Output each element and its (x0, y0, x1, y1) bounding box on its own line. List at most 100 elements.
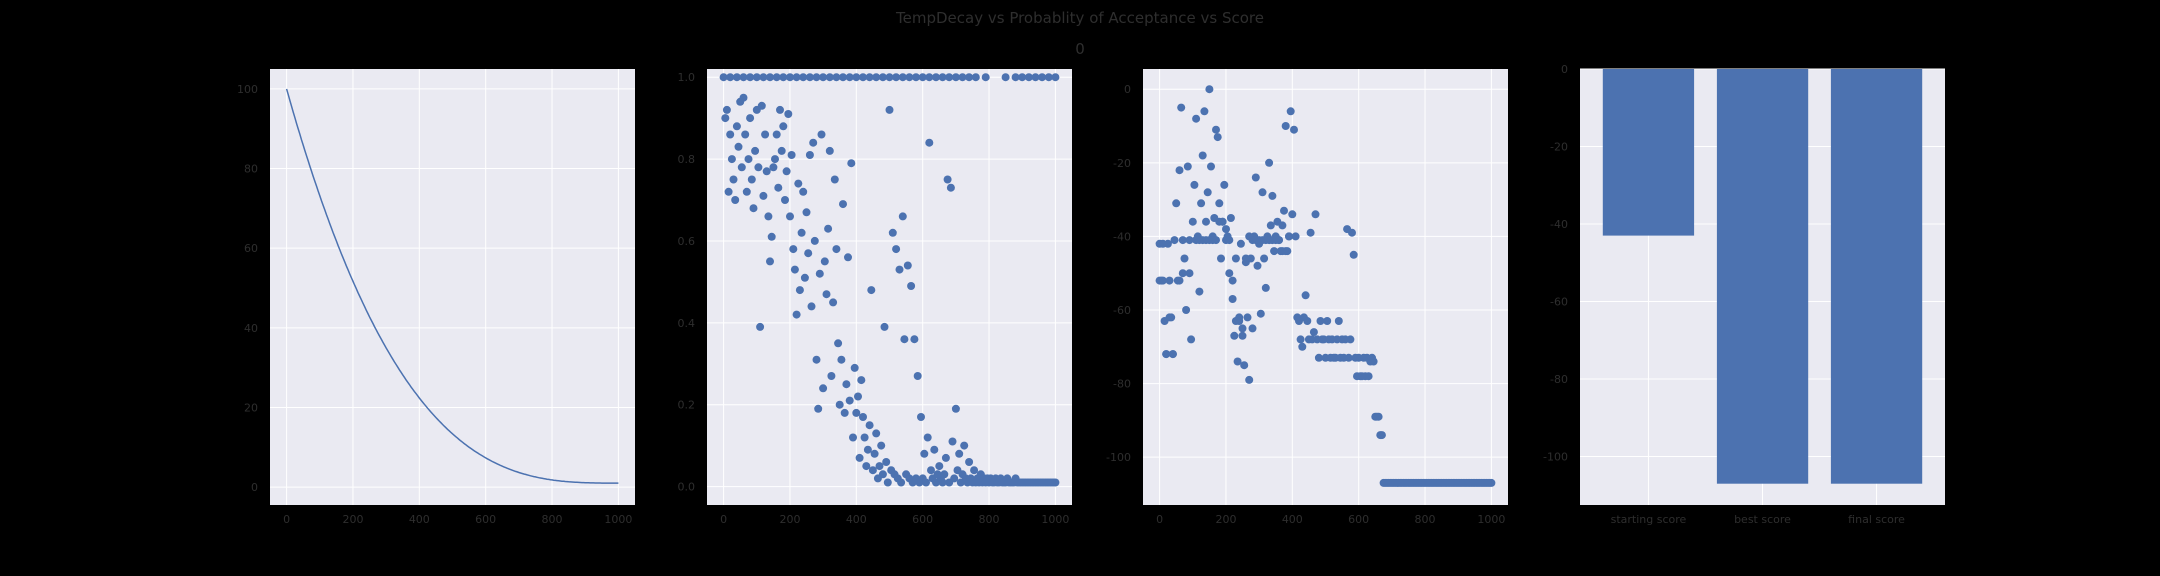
scatter-point (898, 212, 907, 221)
bar (1602, 69, 1695, 236)
scatter-point (1348, 228, 1356, 237)
y-tick-label: -60 (1550, 296, 1568, 309)
scatter-point (910, 335, 919, 344)
x-tick-label: 200 (1215, 513, 1236, 526)
scatter-point (1203, 188, 1212, 197)
scatter-point (822, 290, 831, 299)
scatter-point (1261, 283, 1270, 292)
scatter-point (948, 437, 957, 446)
plot-area-2 (1143, 69, 1508, 505)
scatter-point (825, 146, 834, 155)
scatter-point (799, 73, 808, 82)
scatter-point (772, 130, 781, 139)
scatter-point (746, 73, 755, 82)
scatter-point (752, 73, 761, 82)
scatter-point (1306, 228, 1315, 237)
scatter-point (913, 372, 922, 380)
scatter-point (1212, 125, 1220, 134)
scatter-point (1031, 73, 1040, 82)
scatter-point (1185, 236, 1194, 245)
scatter-point (854, 392, 862, 401)
scatter-point (1225, 269, 1234, 278)
scatter-point (918, 73, 927, 82)
scatter-point (1235, 317, 1244, 325)
scatter-point (1051, 73, 1060, 82)
scatter-point (781, 196, 789, 204)
scatter-point (832, 73, 841, 82)
scatter-point (790, 265, 799, 274)
x-tick-label: 800 (979, 513, 1000, 526)
scatter-point (1222, 225, 1230, 234)
scatter-point (789, 245, 798, 254)
scatter-point (815, 269, 824, 278)
scatter-point (1172, 199, 1181, 208)
scatter-point (829, 298, 838, 307)
scatter-point (741, 130, 750, 139)
scatter-point (850, 363, 859, 372)
x-tick-label: 0 (283, 513, 290, 526)
scatter-point (1344, 353, 1353, 362)
y-tick-label: 0.2 (678, 399, 696, 412)
scatter-point (903, 261, 912, 270)
y-tick-label: -80 (1550, 373, 1568, 386)
scatter-point (839, 73, 847, 82)
scatter-point (885, 73, 894, 82)
scatter-point (1281, 122, 1290, 130)
scatter-point (1038, 73, 1047, 82)
scatter-point (787, 151, 796, 159)
scatter-point (938, 478, 947, 487)
scatter-point (771, 155, 779, 164)
scatter-point (867, 286, 876, 295)
scatter-point (842, 380, 851, 389)
scatter-point (1024, 73, 1033, 82)
scatter-point (925, 138, 934, 147)
scatter-point (804, 249, 813, 258)
scatter-point (1290, 125, 1298, 134)
scatter-point (759, 73, 768, 82)
y-tick-label: -40 (1113, 230, 1131, 243)
scatter-point (1369, 357, 1378, 366)
scatter-point (824, 224, 833, 233)
scatter-point (845, 73, 854, 82)
y-tick-label: -20 (1550, 141, 1568, 154)
scatter-point (1270, 247, 1279, 256)
scatter-point (809, 138, 818, 147)
scatter-point (943, 175, 952, 184)
scatter-point (1202, 217, 1210, 226)
scatter-point (847, 159, 856, 168)
scatter-point (1296, 335, 1305, 344)
scatter-point (732, 122, 741, 131)
scatter-point (1334, 317, 1343, 325)
scatter-point (1217, 254, 1225, 263)
scatter-point (812, 73, 821, 82)
scatter-point (1051, 478, 1060, 487)
scatter-point (845, 396, 854, 405)
y-tick-label: 80 (244, 163, 258, 176)
acceptance-probability-scatter: 0.0 0.2 0.4 0.6 0.8 1.0 0 200 400 600 800 1000 (678, 69, 1072, 526)
scatter-point (1275, 236, 1283, 245)
scatter-point (960, 441, 969, 450)
scatter-point (757, 101, 766, 110)
scatter-point (1298, 342, 1307, 351)
y-tick-label: 100 (237, 83, 258, 96)
scatter-point (835, 400, 844, 409)
scatter-point (1187, 335, 1196, 344)
scatter-point (1226, 214, 1235, 222)
scatter-point (1268, 191, 1277, 200)
scatter-point (1285, 232, 1293, 241)
scatter-point (923, 433, 932, 442)
scatter-point (1377, 431, 1386, 440)
scatter-point (777, 146, 786, 155)
scatter-point (1278, 221, 1287, 230)
scatter-point (721, 114, 730, 123)
scatter-point (840, 408, 849, 417)
scatter-point (1240, 361, 1249, 370)
x-tick-label: 400 (1282, 513, 1303, 526)
scatter-point (862, 462, 871, 471)
scatter-point (786, 212, 794, 221)
scatter-point (900, 335, 909, 344)
scatter-point (1011, 73, 1020, 82)
scatter-point (1175, 166, 1184, 175)
scatter-point (754, 163, 763, 172)
x-tick-label: 600 (912, 513, 933, 526)
